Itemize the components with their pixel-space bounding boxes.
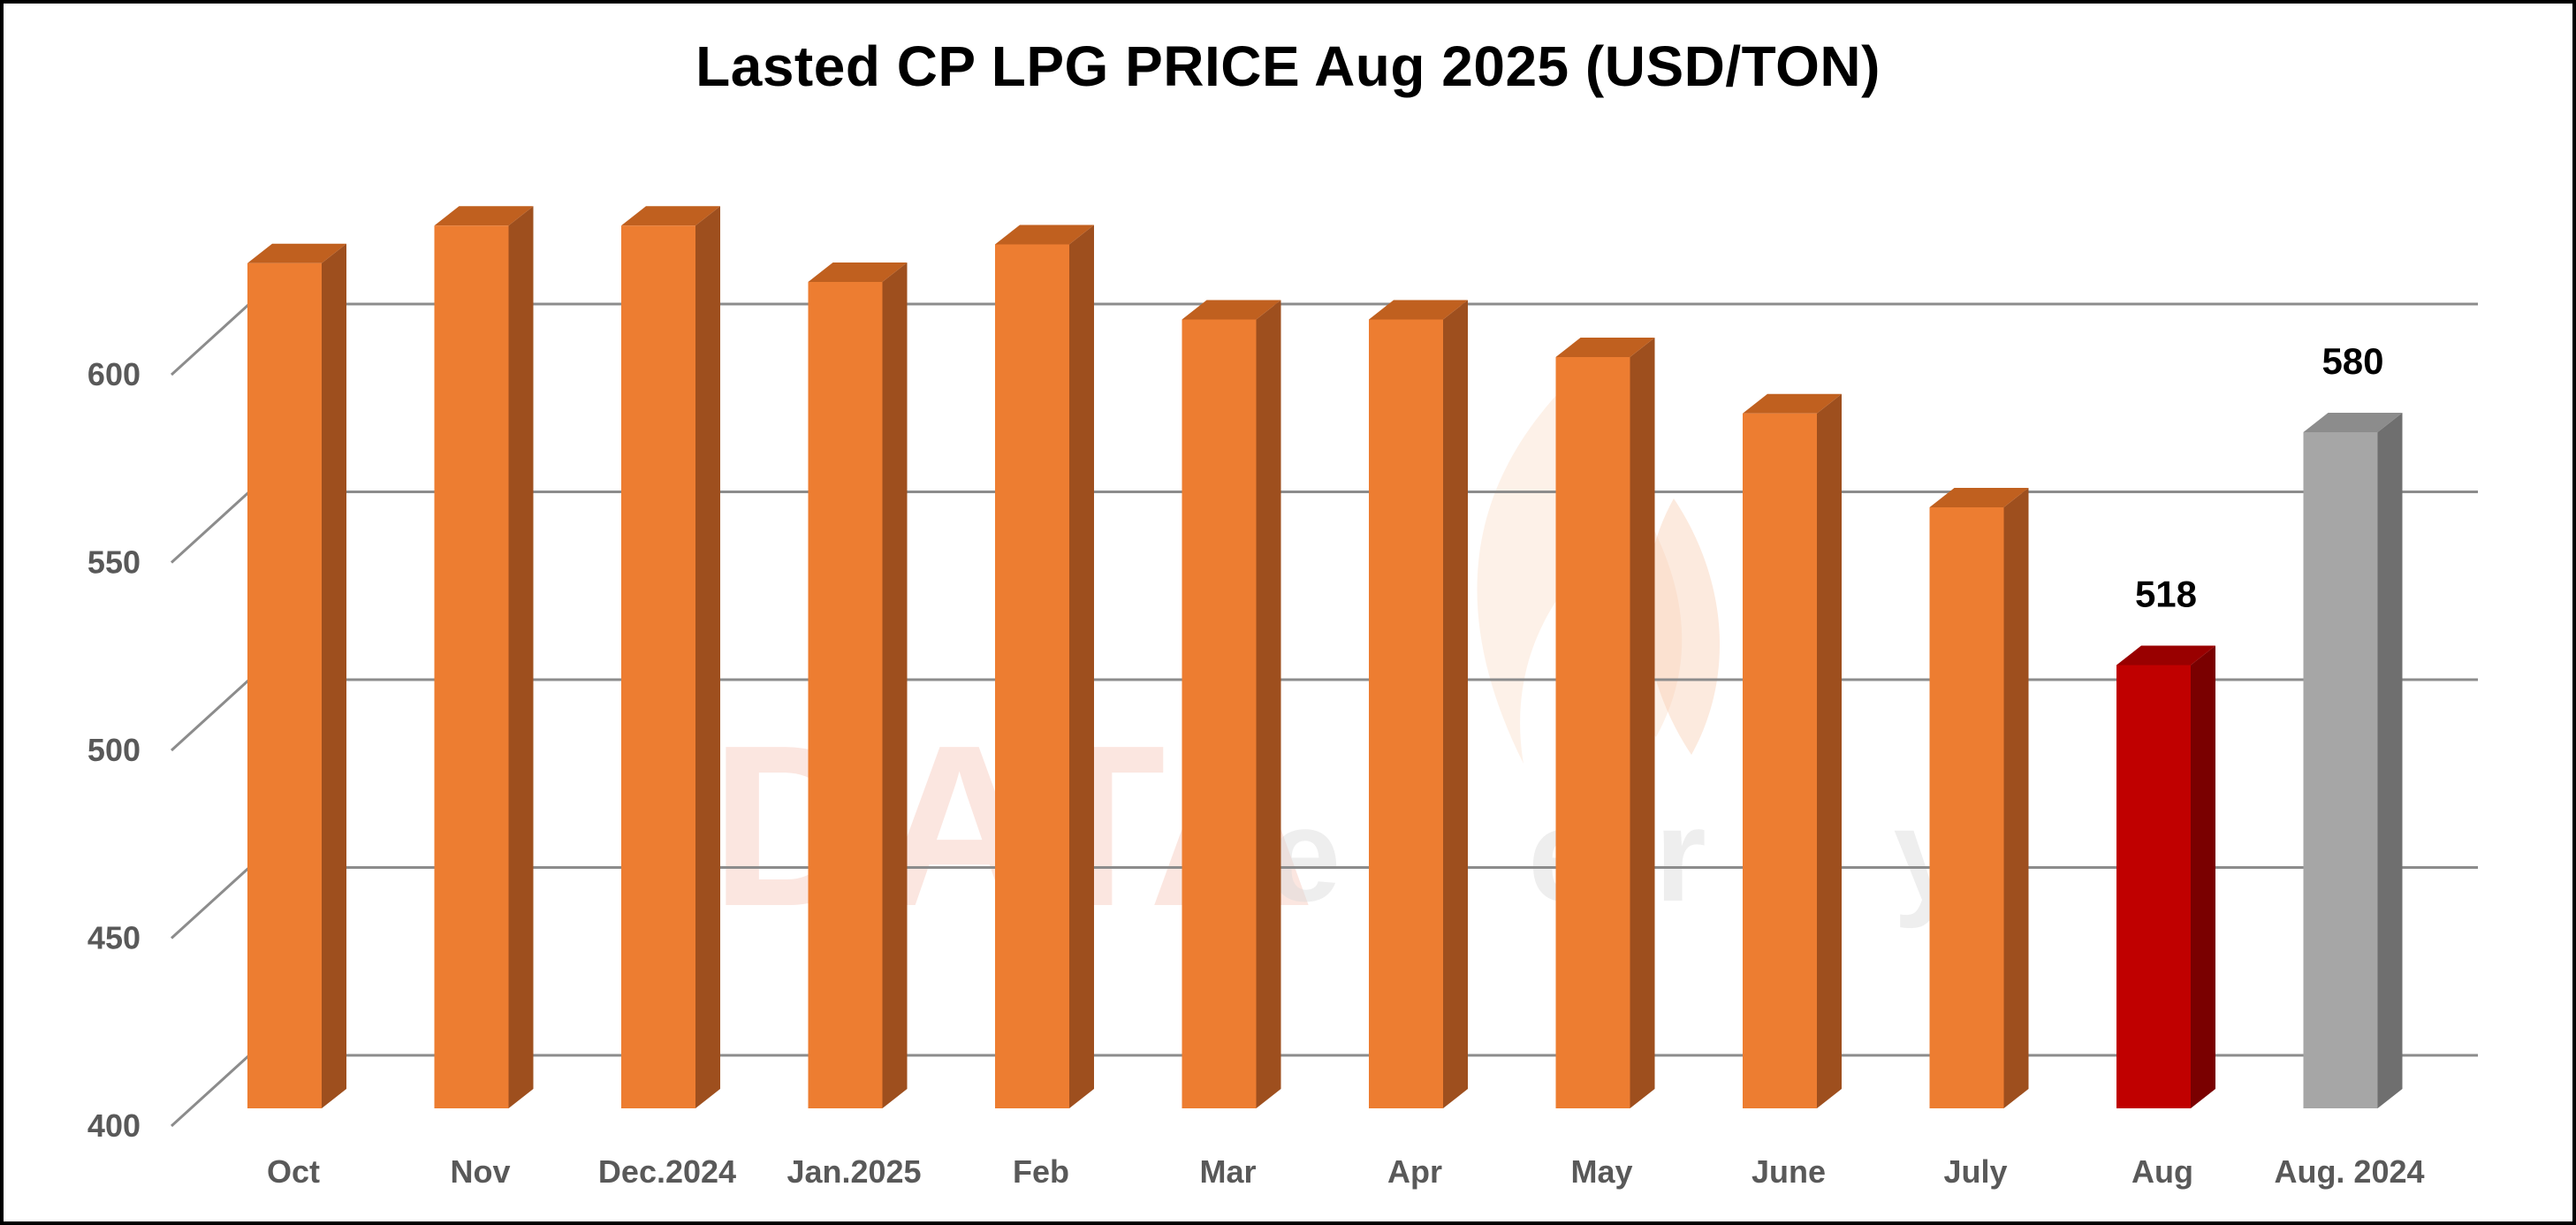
bar-top — [434, 206, 534, 226]
bars — [247, 206, 2403, 1108]
x-tick-label-9: July — [1943, 1153, 2007, 1190]
bar-front — [621, 225, 695, 1108]
bar-May — [1555, 338, 1655, 1108]
bar-top — [1182, 300, 1281, 320]
bar-Feb — [995, 224, 1094, 1108]
y-tick-label-550: 550 — [87, 544, 141, 581]
bar-front — [1182, 319, 1257, 1108]
bar-Mar — [1182, 300, 1281, 1108]
bar-Nov — [434, 206, 534, 1108]
bar-top — [247, 243, 346, 263]
bar-Apr — [1369, 300, 1468, 1108]
bar-front — [2116, 665, 2191, 1108]
bar-top — [1555, 338, 1655, 357]
bar-top — [995, 224, 1094, 245]
y-tick-label-600: 600 — [87, 356, 141, 392]
bar-front — [1929, 507, 2004, 1108]
bar-top — [1929, 488, 2029, 507]
bar-front — [1555, 357, 1630, 1108]
chart-plot: DATAenergy 400450500550600OctNovDec.2024… — [87, 206, 2478, 1190]
bar-front — [247, 262, 322, 1108]
bar-side — [2377, 413, 2403, 1108]
bar-side — [882, 262, 908, 1108]
chart-title: Lasted CP LPG PRICE Aug 2025 (USD/TON) — [695, 34, 1881, 98]
bar-June — [1743, 393, 1842, 1108]
bar-Oct — [247, 243, 346, 1108]
x-tick-label-7: May — [1570, 1153, 1632, 1190]
x-tick-label-11: Aug. 2024 — [2274, 1153, 2424, 1190]
bar-side — [322, 243, 346, 1108]
x-tick-label-4: Feb — [1013, 1153, 1069, 1190]
bar-Dec.2024 — [621, 206, 720, 1108]
gridline-diagonal-550 — [170, 491, 251, 564]
flame-icon-inner — [1645, 498, 1721, 755]
x-tick-label-8: June — [1752, 1153, 1826, 1190]
bar-top — [1743, 393, 1842, 414]
bar-top — [1369, 300, 1468, 320]
bar-side — [508, 206, 534, 1108]
gridlines — [170, 302, 2478, 1128]
bar-front — [1369, 319, 1443, 1108]
data-label-10: 518 — [2135, 574, 2197, 615]
bar-side — [1443, 300, 1468, 1108]
y-tick-label-500: 500 — [87, 732, 141, 768]
gridline-diagonal-500 — [170, 678, 251, 752]
bar-top — [2303, 413, 2403, 432]
bar-front — [1743, 413, 1817, 1108]
bar-top — [808, 262, 908, 282]
bar-Aug — [2116, 645, 2215, 1108]
bar-Jan.2025 — [808, 262, 908, 1108]
y-tick-label-450: 450 — [87, 920, 141, 956]
bar-July — [1929, 488, 2029, 1108]
x-tick-label-10: Aug — [2131, 1153, 2193, 1190]
bar-side — [2003, 488, 2029, 1108]
bar-top — [621, 206, 720, 226]
bar-side — [1069, 224, 1094, 1108]
gridline-diagonal-400 — [170, 1054, 251, 1128]
x-tick-label-3: Jan.2025 — [786, 1153, 921, 1190]
gridline-diagonal-450 — [170, 866, 251, 940]
bar-side — [695, 206, 720, 1108]
bar-front — [434, 225, 509, 1108]
x-tick-label-6: Apr — [1387, 1153, 1442, 1190]
x-tick-label-2: Dec.2024 — [598, 1153, 736, 1190]
bar-Aug. 2024 — [2303, 413, 2403, 1108]
data-label-11: 580 — [2321, 340, 2383, 382]
x-tick-label-1: Nov — [450, 1153, 510, 1190]
bar-top — [2116, 645, 2215, 666]
bar-front — [2303, 432, 2378, 1108]
gridline-diagonal-600 — [170, 302, 251, 377]
bar-front — [808, 282, 883, 1108]
bar-side — [1630, 338, 1655, 1108]
axis-labels: 400 450 500 550 600 Oct Nov Dec.2024 Jan.2025 Feb… — [87, 340, 2425, 1190]
x-tick-label-5: Mar — [1199, 1153, 1256, 1190]
x-tick-label-0: Oct — [267, 1153, 320, 1190]
y-tick-label-400: 400 — [87, 1107, 141, 1144]
bar-front — [995, 244, 1069, 1108]
bar-side — [2191, 645, 2215, 1108]
bar-side — [1256, 300, 1281, 1108]
bar-side — [1817, 393, 1842, 1108]
